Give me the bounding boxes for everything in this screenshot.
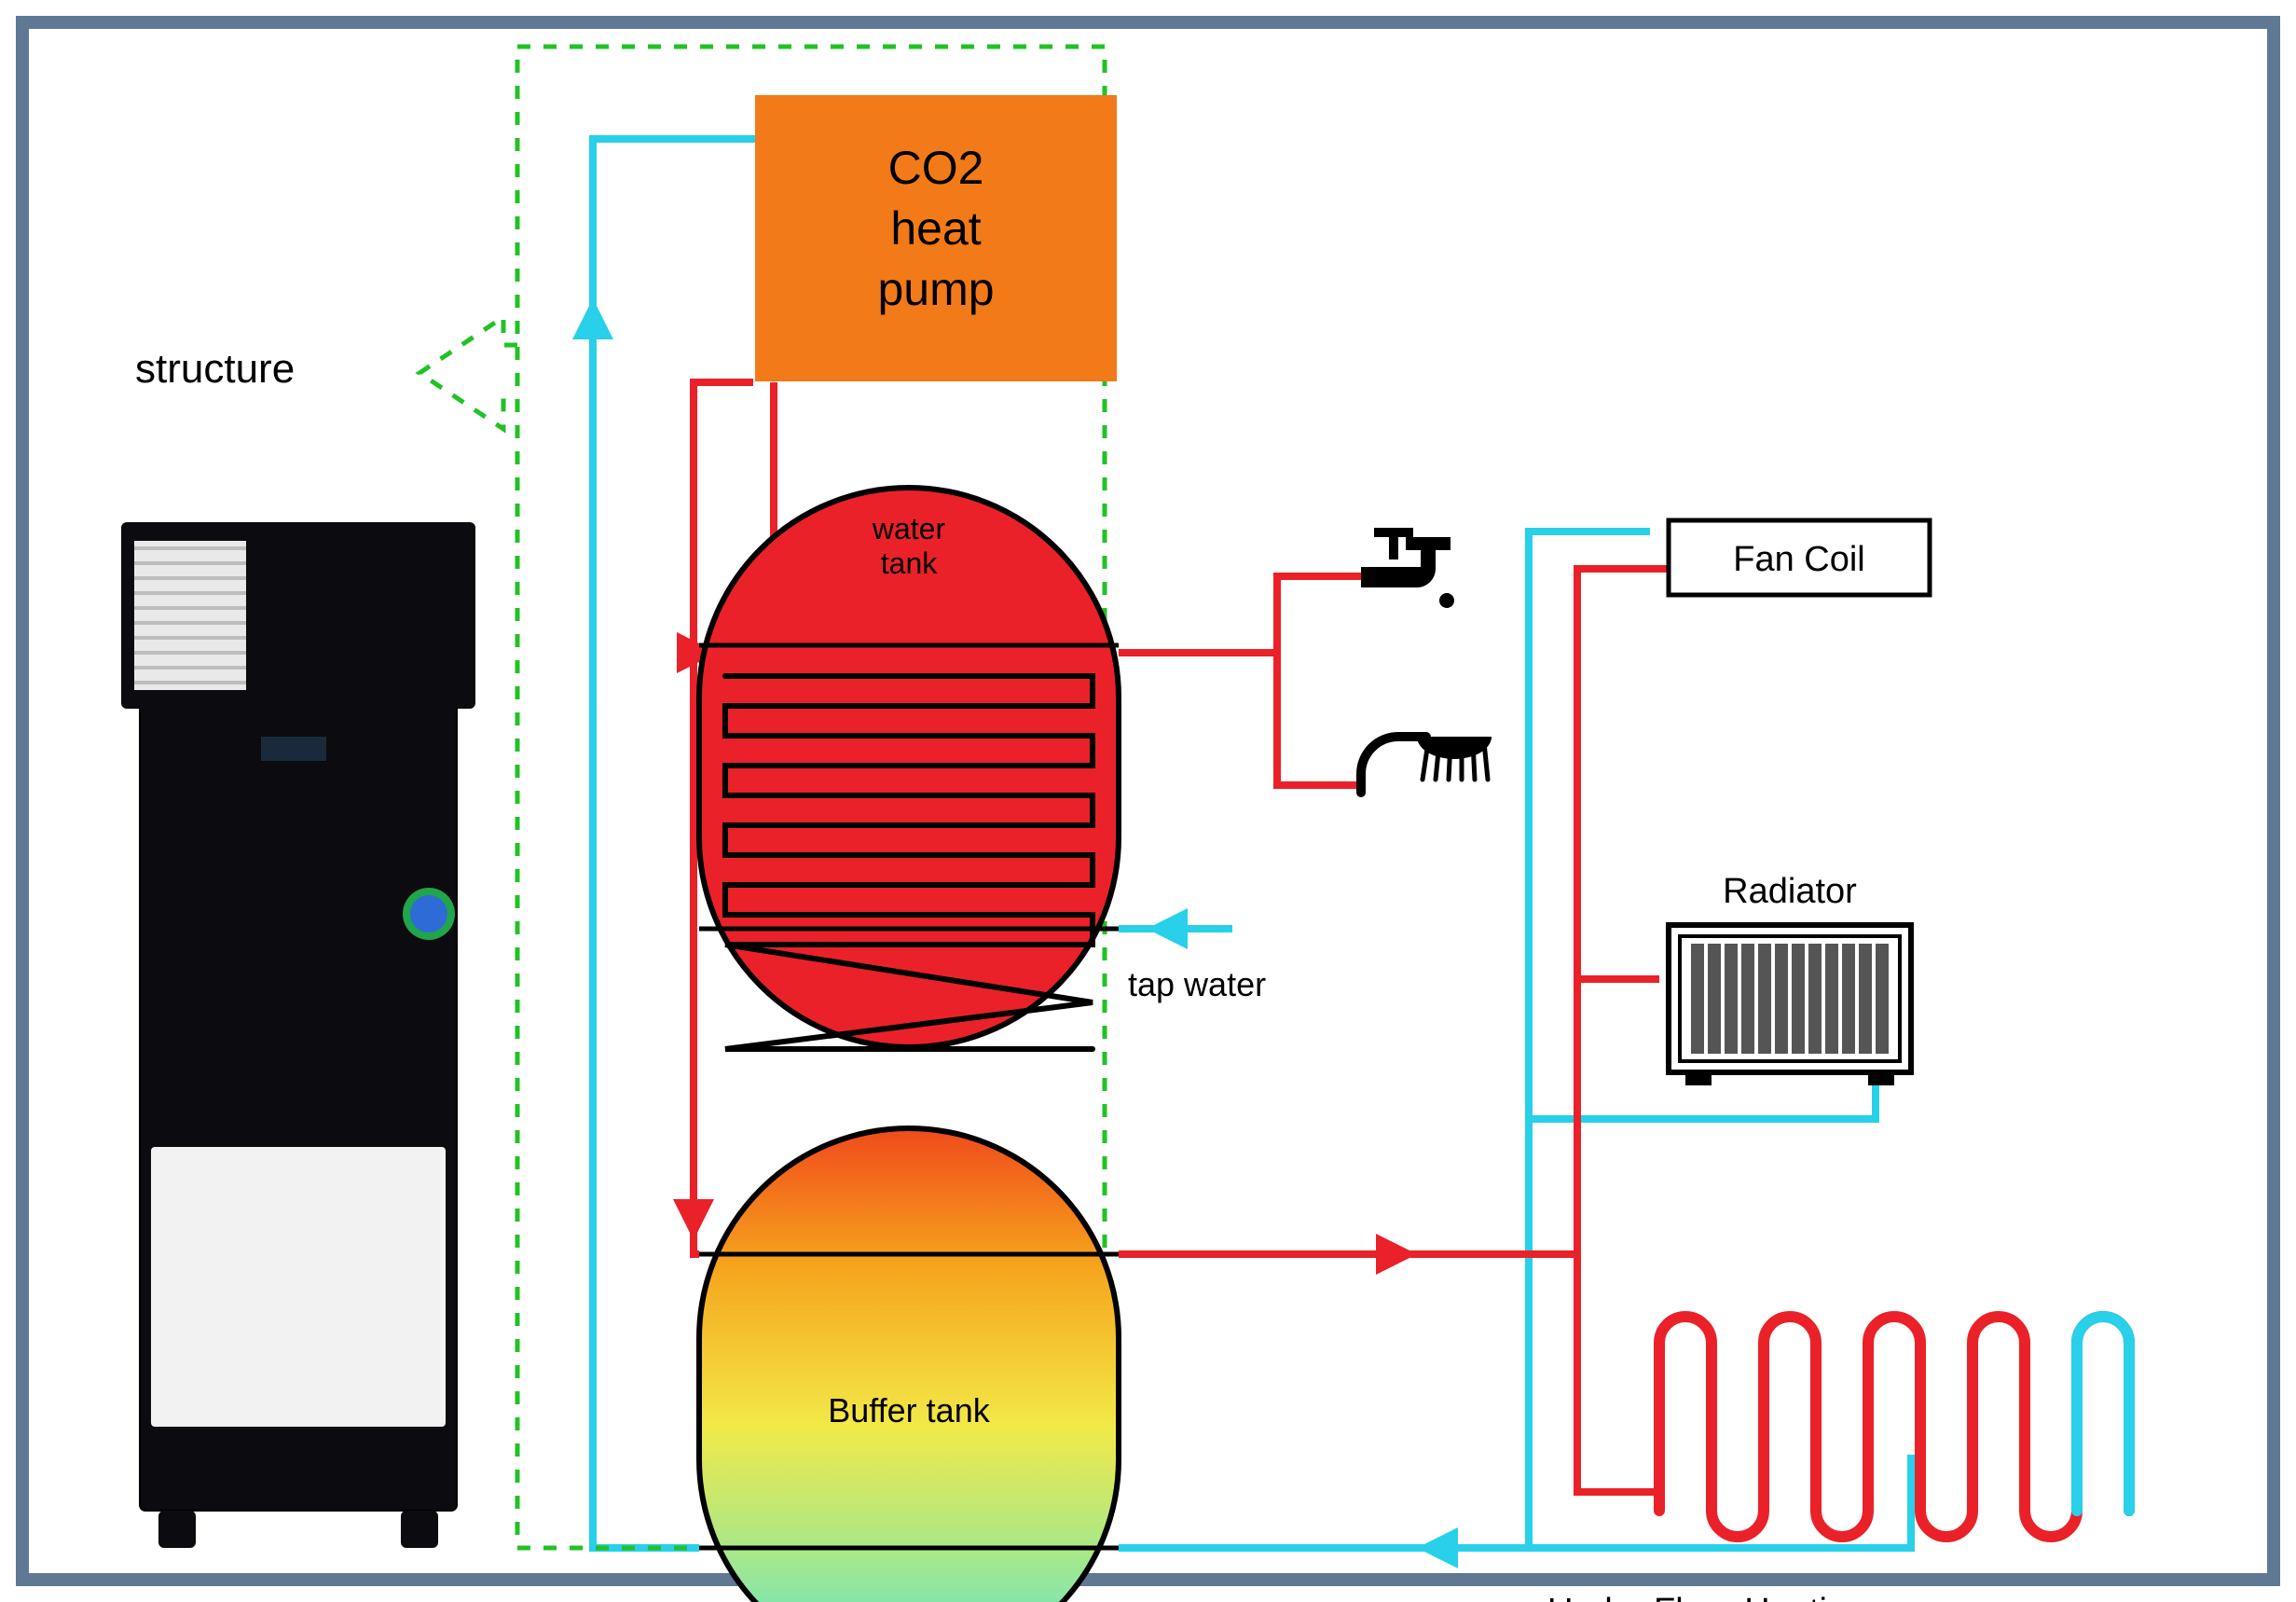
water-tank-label2: tank [881,546,938,580]
heat-pump-label: heat [890,202,981,255]
fan-coil-label: Fan Coil [1733,540,1865,579]
structure-label: structure [135,346,295,392]
underfloor-label: Under Floor Heating [1547,1592,1866,1602]
heat-pump-label: pump [877,263,994,315]
product-image [121,522,475,1548]
radiator-label: Radiator [1723,872,1857,911]
buffer-tank: Buffer tank [699,1128,1119,1602]
water-tank: watertank [699,488,1119,1049]
buffer-tank-label: Buffer tank [828,1391,990,1429]
water-tank-label: water [872,512,946,546]
tap-water-label: tap water [1128,965,1266,1003]
heat-pump-label: CO2 [888,142,984,194]
